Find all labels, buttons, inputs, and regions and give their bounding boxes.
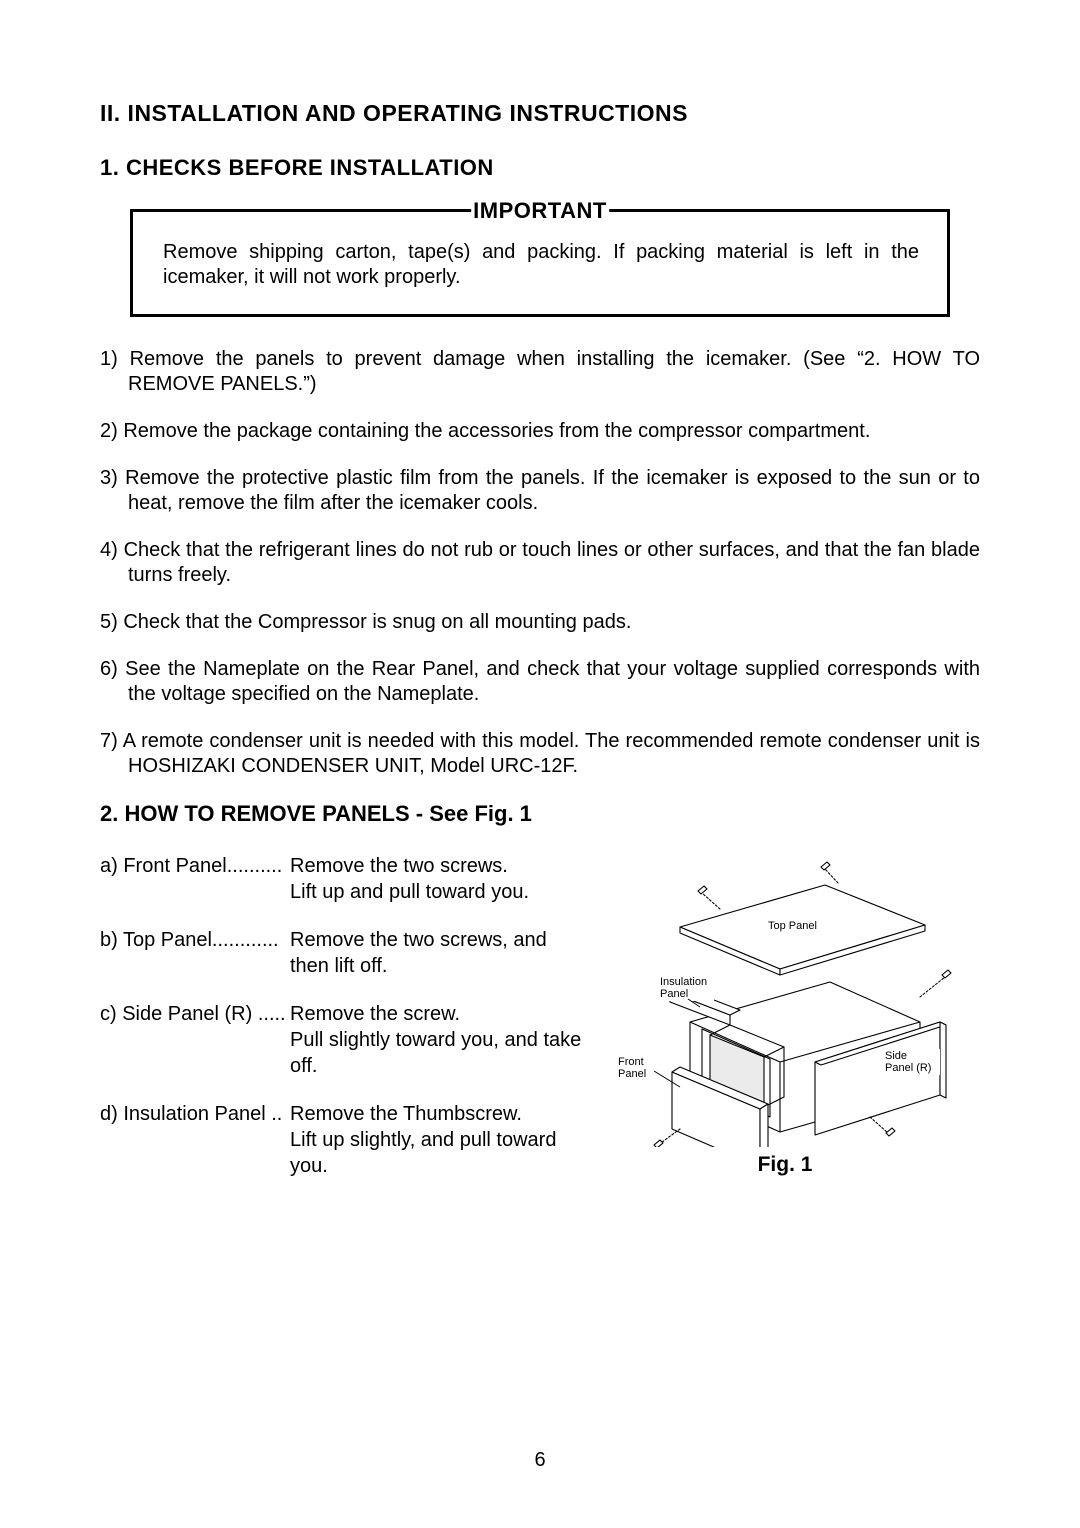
- page-number: 6: [0, 1449, 1080, 1472]
- panel-label: c) Side Panel (R) .....: [100, 1001, 290, 1079]
- diagram-label-side-l1: Side: [885, 1050, 907, 1062]
- checks-list: 1) Remove the panels to prevent damage w…: [100, 347, 980, 779]
- subsection-panels-title: 2. HOW TO REMOVE PANELS - See Fig. 1: [100, 801, 980, 827]
- important-label: IMPORTANT: [471, 198, 609, 224]
- item-num: 7): [100, 730, 118, 752]
- subsection-checks-title: 1. CHECKS BEFORE INSTALLATION: [100, 155, 980, 181]
- panel-label: a) Front Panel..........: [100, 853, 290, 905]
- panel-desc: Remove the two screws.Lift up and pull t…: [290, 853, 590, 905]
- list-item: 7) A remote condenser unit is needed wit…: [100, 729, 980, 779]
- item-num: 6): [100, 658, 118, 680]
- list-item: d) Insulation Panel .. Remove the Thumbs…: [100, 1101, 590, 1179]
- list-item: c) Side Panel (R) ..... Remove the screw…: [100, 1001, 590, 1079]
- panel-desc: Remove the Thumbscrew.Lift up slightly, …: [290, 1101, 590, 1179]
- panel-removal-list: a) Front Panel.......... Remove the two …: [100, 853, 590, 1201]
- item-text: Check that the refrigerant lines do not …: [124, 539, 980, 586]
- item-num: 2): [100, 420, 118, 442]
- diagram-label-front-l1: Front: [618, 1056, 644, 1068]
- diagram-label-top-panel: Top Panel: [768, 920, 817, 932]
- item-text: Remove the panels to prevent damage when…: [128, 348, 980, 395]
- panel-label: d) Insulation Panel ..: [100, 1101, 290, 1179]
- diagram-label-front-l2: Panel: [618, 1068, 646, 1080]
- diagram-label-insulation-l1: Insulation: [660, 976, 707, 988]
- list-item: 5) Check that the Compressor is snug on …: [100, 610, 980, 635]
- list-item: 2) Remove the package containing the acc…: [100, 419, 980, 444]
- figure-caption: Fig. 1: [610, 1153, 960, 1177]
- item-text: Remove the protective plastic film from …: [125, 467, 980, 514]
- item-num: 1): [100, 348, 118, 370]
- panel-desc: Remove the two screws, and then lift off…: [290, 927, 590, 979]
- diagram-label-insulation-l2: Panel: [660, 988, 688, 1000]
- item-text: See the Nameplate on the Rear Panel, and…: [125, 658, 980, 705]
- panel-desc: Remove the screw.Pull slightly toward yo…: [290, 1001, 590, 1079]
- list-item: 4) Check that the refrigerant lines do n…: [100, 538, 980, 588]
- exploded-diagram-icon: Top Panel Insulation Panel Front Panel S…: [610, 857, 960, 1147]
- list-item: 3) Remove the protective plastic film fr…: [100, 466, 980, 516]
- list-item: a) Front Panel.......... Remove the two …: [100, 853, 590, 905]
- list-item: 1) Remove the panels to prevent damage w…: [100, 347, 980, 397]
- figure-1: Top Panel Insulation Panel Front Panel S…: [610, 853, 960, 1201]
- item-num: 4): [100, 539, 118, 561]
- item-num: 3): [100, 467, 118, 489]
- important-box: IMPORTANT Remove shipping carton, tape(s…: [130, 209, 950, 317]
- item-num: 5): [100, 611, 118, 633]
- diagram-label-side-l2: Panel (R): [885, 1062, 931, 1074]
- important-text: Remove shipping carton, tape(s) and pack…: [163, 240, 919, 290]
- list-item: 6) See the Nameplate on the Rear Panel, …: [100, 657, 980, 707]
- item-text: Check that the Compressor is snug on all…: [123, 611, 631, 633]
- section-title: II. INSTALLATION AND OPERATING INSTRUCTI…: [100, 100, 980, 127]
- list-item: b) Top Panel............ Remove the two …: [100, 927, 590, 979]
- item-text: A remote condenser unit is needed with t…: [123, 730, 980, 777]
- panel-label: b) Top Panel............: [100, 927, 290, 979]
- item-text: Remove the package containing the access…: [123, 420, 870, 442]
